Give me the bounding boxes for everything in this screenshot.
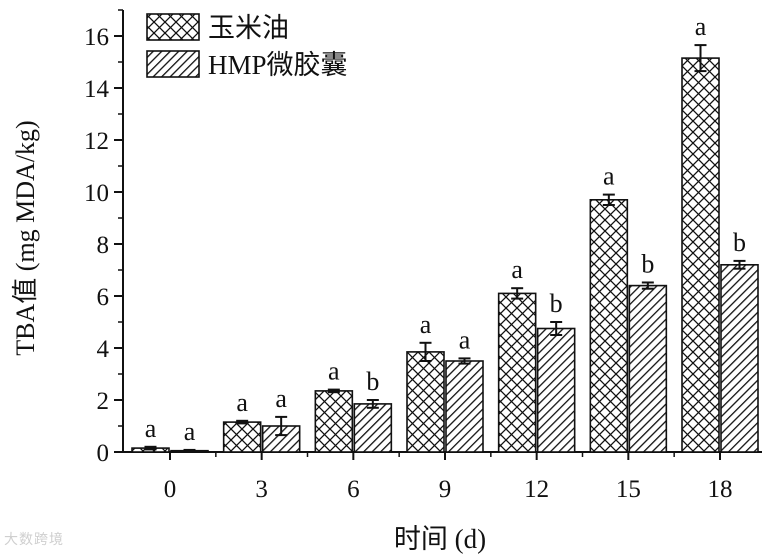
y-tick-label: 16 bbox=[84, 24, 109, 51]
significance-label: b bbox=[550, 289, 563, 318]
y-tick-label: 0 bbox=[97, 440, 110, 467]
x-tick-label: 6 bbox=[347, 476, 360, 503]
significance-label: b bbox=[641, 249, 654, 278]
x-axis-title: 时间 (d) bbox=[394, 524, 486, 554]
significance-label: a bbox=[695, 12, 707, 41]
significance-label: a bbox=[145, 414, 157, 443]
y-tick-label: 12 bbox=[84, 128, 109, 155]
significance-label: a bbox=[603, 162, 615, 191]
bar bbox=[589, 199, 629, 453]
y-tick-label: 6 bbox=[97, 284, 110, 311]
y-tick-label: 10 bbox=[84, 180, 109, 207]
bar bbox=[406, 351, 445, 453]
significance-label: b bbox=[366, 367, 379, 396]
y-tick-label: 8 bbox=[97, 232, 110, 259]
significance-label: a bbox=[184, 417, 196, 446]
watermark-text: 大数跨境 bbox=[4, 532, 64, 548]
legend-swatch bbox=[146, 13, 200, 41]
x-tick-label: 12 bbox=[524, 476, 549, 503]
legend-label: 玉米油 bbox=[208, 13, 289, 43]
y-tick-label: 2 bbox=[97, 388, 110, 415]
bar bbox=[720, 263, 759, 453]
bar bbox=[536, 327, 576, 453]
bar bbox=[681, 57, 720, 453]
significance-label: a bbox=[236, 388, 248, 417]
y-tick-label: 4 bbox=[97, 336, 110, 363]
bar bbox=[628, 284, 668, 453]
significance-label: a bbox=[328, 357, 340, 386]
y-tick-label: 14 bbox=[84, 76, 110, 103]
x-tick-label: 15 bbox=[616, 476, 641, 503]
legend-label: HMP微胶囊 bbox=[208, 50, 348, 80]
legend-swatch bbox=[146, 50, 200, 78]
x-tick-label: 18 bbox=[708, 476, 733, 503]
bar bbox=[445, 360, 484, 453]
y-axis-title: TBA值 (mg MDA/kg) bbox=[11, 120, 40, 355]
significance-label: a bbox=[275, 384, 287, 413]
bar bbox=[314, 390, 354, 453]
significance-label: a bbox=[459, 325, 471, 354]
bar bbox=[222, 421, 262, 453]
significance-label: a bbox=[511, 255, 523, 284]
bar bbox=[353, 403, 393, 453]
bar bbox=[497, 292, 537, 453]
significance-label: b bbox=[733, 228, 746, 257]
x-tick-label: 3 bbox=[255, 476, 268, 503]
significance-label: a bbox=[420, 310, 432, 339]
x-tick-label: 0 bbox=[164, 476, 177, 503]
x-tick-label: 9 bbox=[439, 476, 452, 503]
